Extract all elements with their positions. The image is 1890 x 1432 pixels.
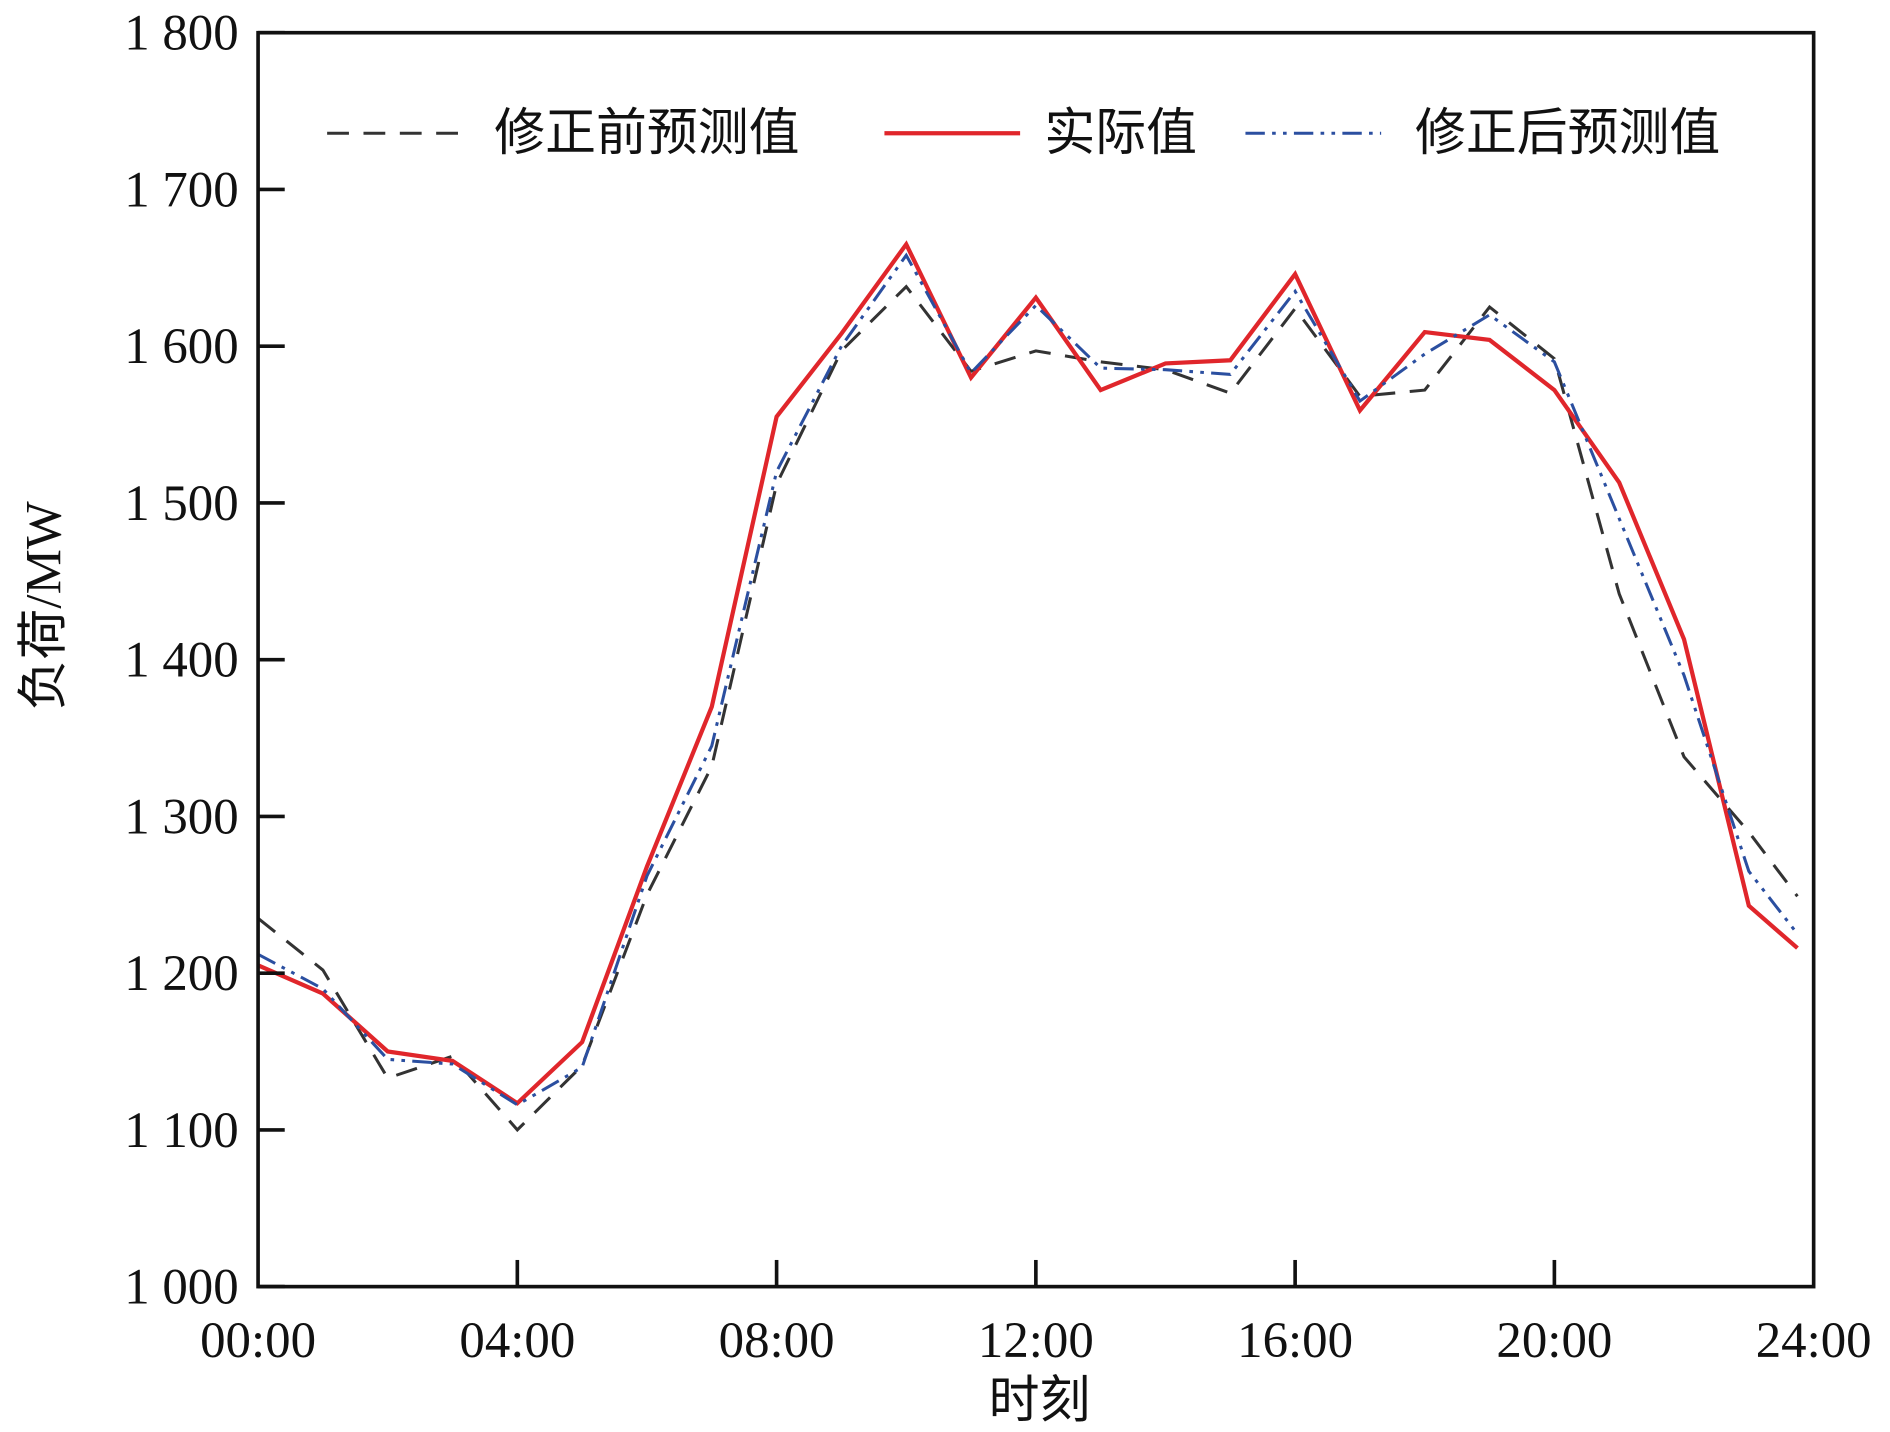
legend-label-0: 修正前预测值 <box>494 106 799 162</box>
y-axis-label: 负荷/MW <box>17 501 73 710</box>
x-tick-label: 20:00 <box>1496 1313 1612 1369</box>
ticks-layer: 1 000 1 100 1 200 1 300 1 400 1 500 1 600 1 700… <box>124 6 1871 1369</box>
series-line-2 <box>257 252 1799 1107</box>
y-tick-label: 1 000 <box>124 1260 238 1316</box>
y-tick-label: 1 700 <box>124 162 238 218</box>
legend: 修正前预测值 实际值 修正后预测值 <box>327 106 1720 162</box>
x-tick-label: 24:00 <box>1756 1313 1872 1369</box>
series-layer <box>257 240 1799 1133</box>
x-axis-label: 时刻 <box>989 1373 1091 1429</box>
y-tick-label: 1 800 <box>124 6 238 62</box>
y-tick-label: 1 500 <box>124 476 238 532</box>
x-tick-label: 00:00 <box>200 1313 316 1369</box>
x-tick-label: 16:00 <box>1237 1313 1353 1369</box>
series-line-1 <box>257 240 1799 1106</box>
x-tick-label: 12:00 <box>978 1313 1094 1369</box>
y-tick-label: 1 600 <box>124 319 238 375</box>
y-tick-label: 1 200 <box>124 946 238 1002</box>
legend-label-2: 修正后预测值 <box>1415 106 1720 162</box>
x-tick-label: 08:00 <box>719 1313 835 1369</box>
legend-label-1: 实际值 <box>1044 106 1197 162</box>
y-tick-label: 1 300 <box>124 789 238 845</box>
x-tick-label: 04:00 <box>459 1313 575 1369</box>
series-line-0 <box>257 284 1799 1133</box>
y-tick-label: 1 100 <box>124 1103 238 1159</box>
y-tick-label: 1 400 <box>124 633 238 689</box>
